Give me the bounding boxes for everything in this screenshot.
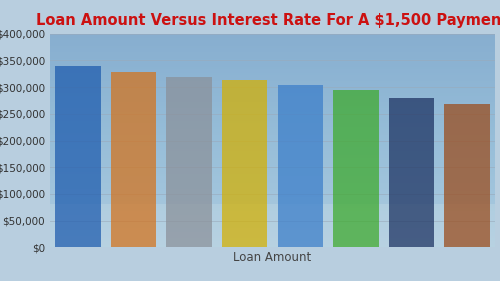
Bar	[55, 66, 100, 247]
Bar	[110, 72, 156, 247]
X-axis label: Loan Amount: Loan Amount	[234, 251, 312, 264]
Bar	[222, 80, 268, 247]
Bar	[389, 98, 434, 247]
Bar	[333, 90, 378, 247]
Bar	[166, 78, 212, 247]
Bar	[278, 85, 323, 247]
Bar	[444, 104, 490, 247]
Title: Loan Amount Versus Interest Rate For A $1,500 Payment: Loan Amount Versus Interest Rate For A $…	[36, 13, 500, 28]
